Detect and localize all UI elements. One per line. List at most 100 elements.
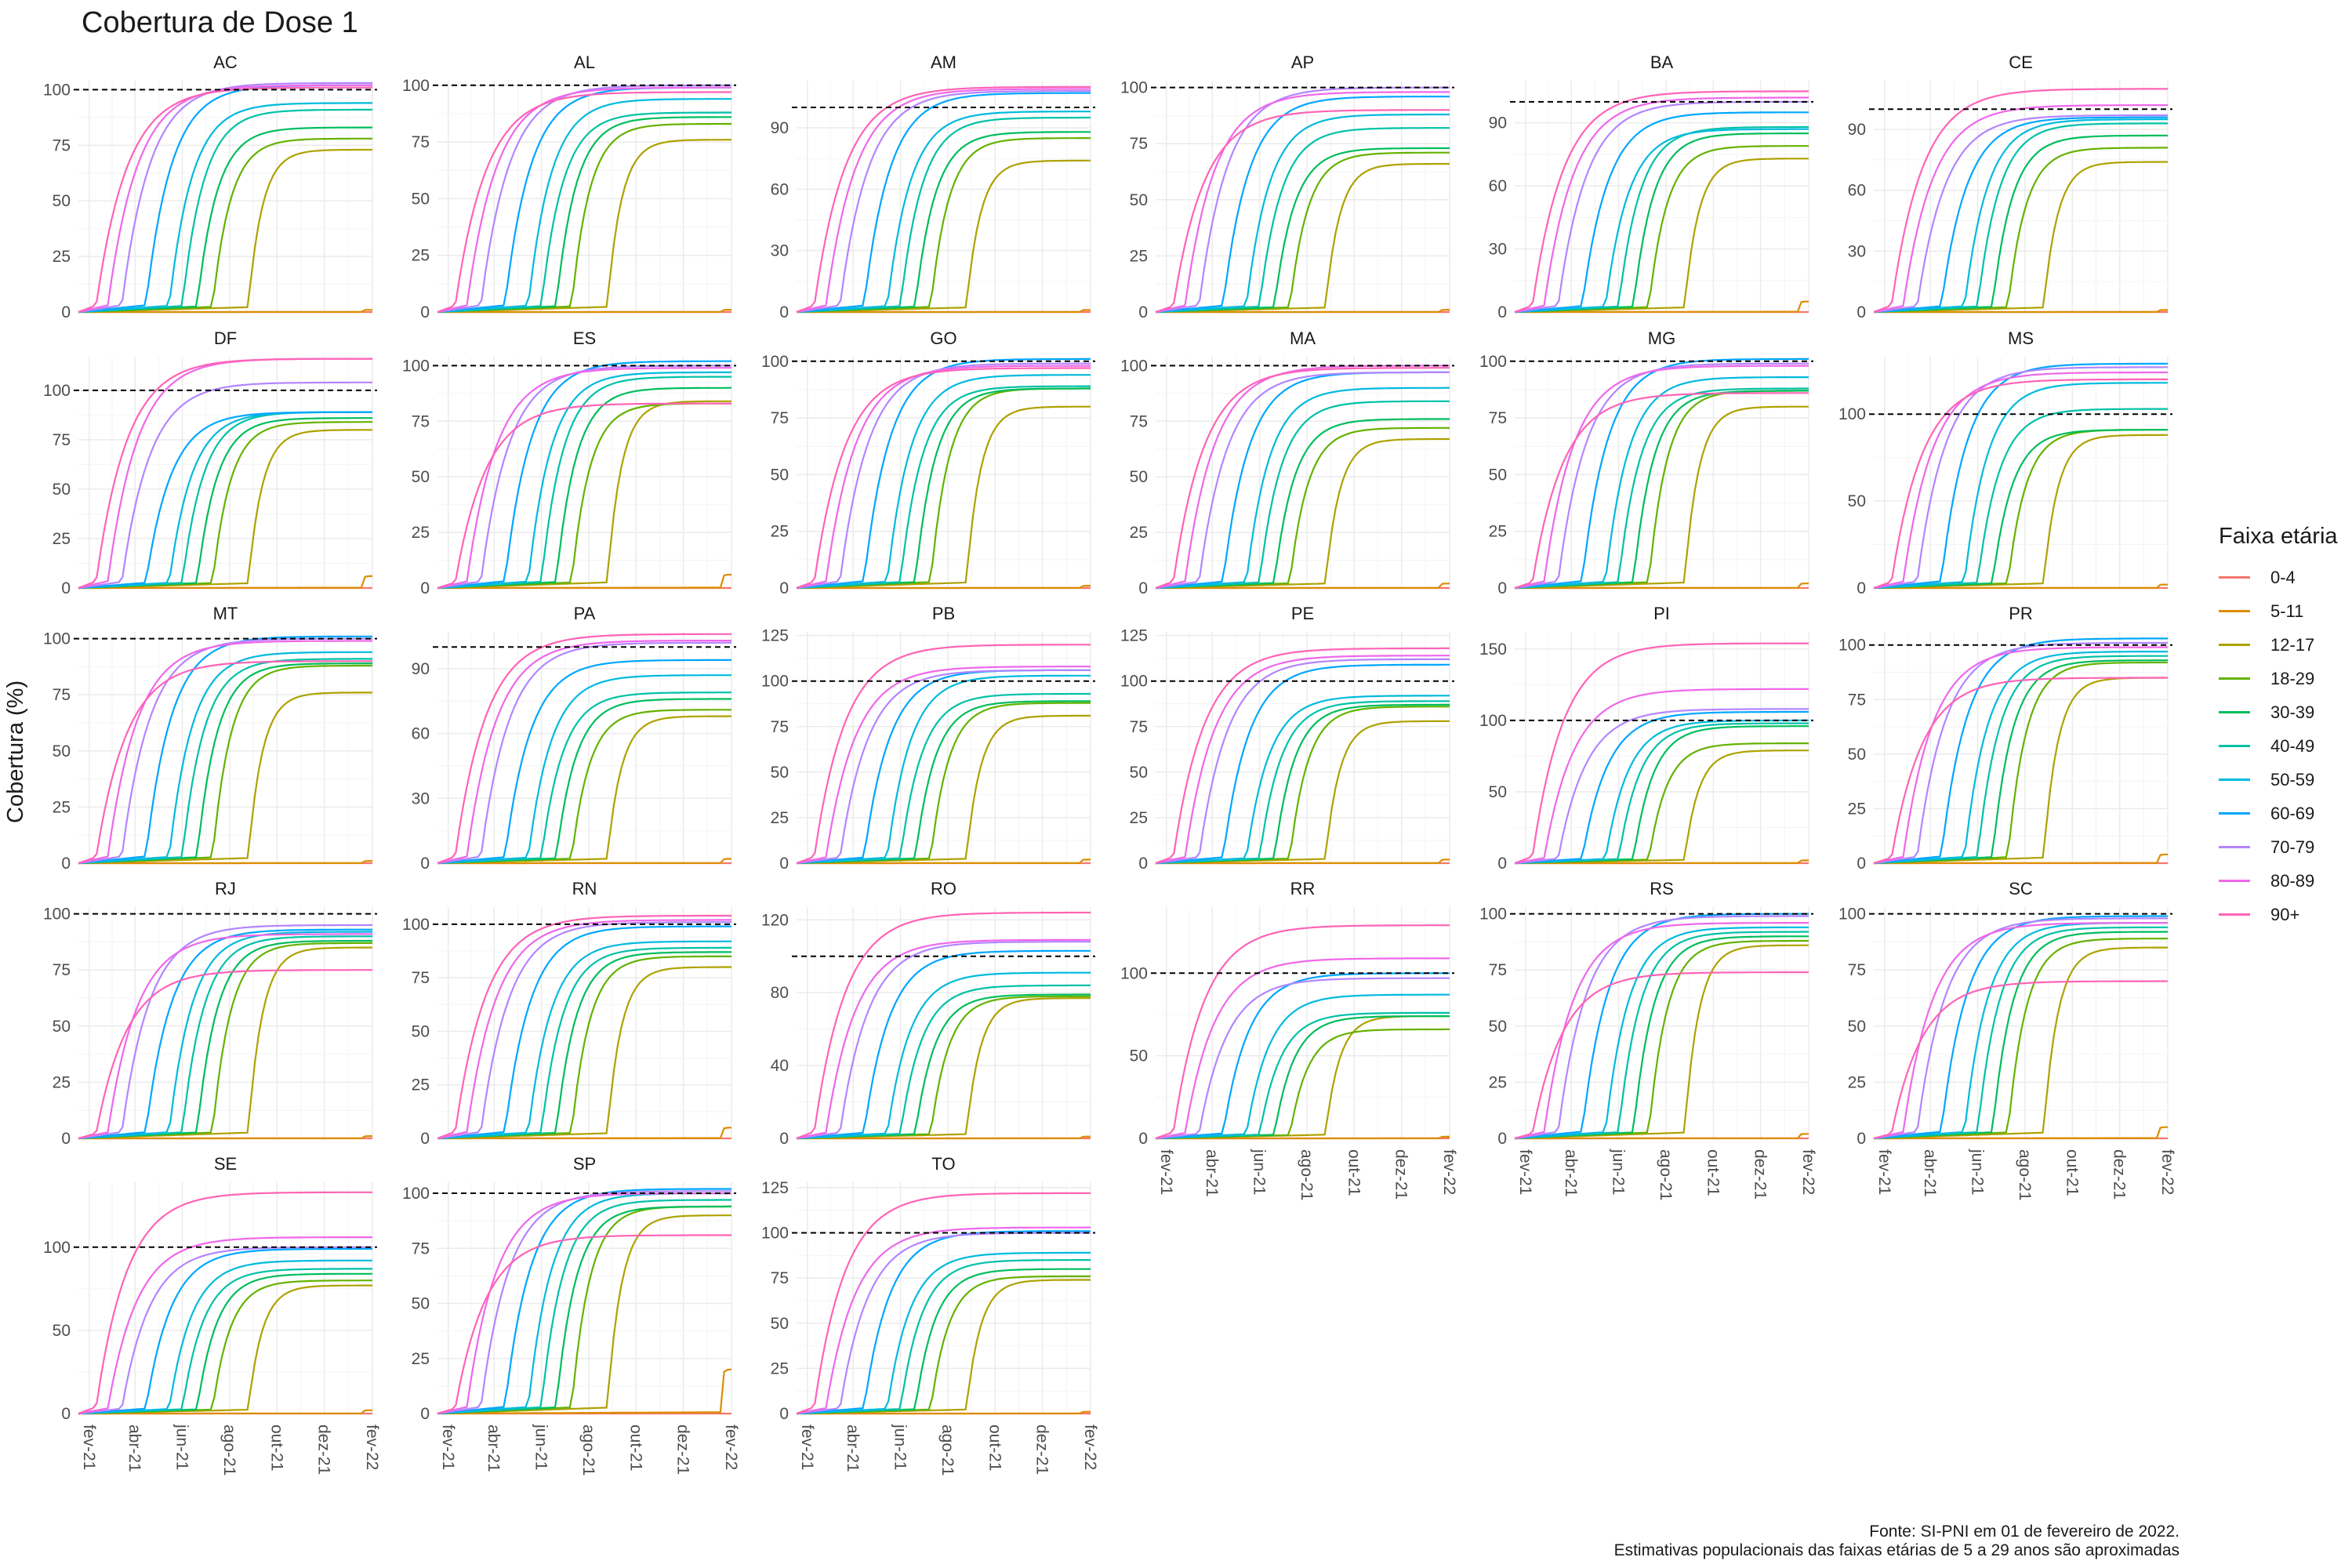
panel-title: AL	[574, 53, 595, 72]
legend-swatch	[2219, 913, 2250, 916]
panel-area	[797, 1182, 1091, 1414]
legend-swatch	[2219, 779, 2250, 781]
series-line-70-79	[796, 669, 1091, 865]
legend-swatch	[2219, 610, 2250, 612]
y-tick-label: 0	[420, 1405, 430, 1423]
series-line-60-69	[437, 925, 731, 1140]
series-line-5-11	[78, 575, 372, 590]
y-tick-label: 50	[1848, 746, 1866, 764]
panel-area	[1156, 357, 1450, 588]
series-line-80-89	[1873, 646, 2168, 865]
panel-pb: 0 25 50 75 100 125 PB	[761, 604, 1095, 873]
series-line-5-11	[1874, 309, 2168, 314]
series-line-5-11	[78, 1409, 372, 1415]
y-tick-label: 100	[1120, 79, 1148, 97]
series-line-60-69	[1155, 95, 1450, 314]
x-tick-label: jun-21	[1610, 1149, 1628, 1195]
legend-item-5-11: 5-11	[2219, 594, 2338, 628]
y-tick-label: 75	[53, 961, 71, 979]
series-line-5-11	[1874, 583, 2168, 590]
y-tick-label: 50	[1489, 783, 1507, 801]
series-line-80-89	[78, 933, 372, 1140]
x-tick-label: jun-21	[1969, 1149, 1987, 1195]
y-tick-label: 25	[1130, 809, 1148, 827]
panel-rn: 0 25 50 75 100 RN	[402, 879, 736, 1148]
series-line-5-11	[797, 584, 1091, 590]
legend-item-70-79: 70-79	[2219, 830, 2338, 864]
y-tick-label: 60	[1848, 182, 1866, 200]
x-tick-label: out-21	[267, 1425, 285, 1472]
series-line-50-59	[1155, 113, 1450, 314]
series-line-80-89	[1514, 365, 1809, 590]
y-tick-label: 50	[53, 481, 71, 499]
legend-swatch	[2219, 812, 2250, 815]
legend-label: 0-4	[2270, 567, 2296, 587]
series-line-60-69	[1514, 111, 1809, 314]
series-line-50-59	[78, 1259, 372, 1415]
y-tick-label: 0	[420, 1130, 430, 1148]
y-tick-label: 100	[761, 1225, 789, 1243]
y-tick-label: 100	[43, 1239, 71, 1257]
legend: Faixa etária 0-4 5-11 12-17 18-29 30-39 40-49…	[2219, 524, 2338, 931]
y-tick-label: 75	[412, 969, 430, 987]
panel-title: AM	[931, 53, 956, 72]
y-tick-label: 50	[53, 1018, 71, 1036]
legend-label: 12-17	[2270, 634, 2315, 655]
x-tick-label: fev-21	[1875, 1149, 1893, 1195]
series-line-90+	[1873, 677, 2168, 865]
panel-se: 0 50 100 SE fev-21 abr-21 jun-21 ago-21 out-21 de…	[43, 1154, 381, 1475]
y-tick-label: 90	[412, 660, 430, 678]
panel-title: PA	[574, 604, 596, 623]
series-line-70-79	[1514, 362, 1809, 590]
series-line-90+	[78, 1191, 372, 1415]
series-line-90+	[78, 86, 372, 314]
panel-title: TO	[931, 1154, 955, 1174]
y-tick-label: 50	[412, 468, 430, 486]
y-tick-label: 50	[412, 190, 430, 208]
series-line-90+	[437, 1234, 731, 1415]
series-line-90+	[796, 1192, 1091, 1415]
panel-area	[1874, 357, 2168, 588]
legend-swatch	[2219, 846, 2250, 848]
y-tick-label: 75	[1848, 691, 1866, 709]
series-line-60-69	[1155, 663, 1450, 865]
series-line-70-79	[796, 362, 1091, 590]
y-tick-label: 125	[761, 627, 789, 645]
series-line-60-69	[1873, 915, 2168, 1140]
series-line-90+	[1155, 924, 1450, 1140]
series-line-50-59	[78, 651, 372, 865]
y-tick-label: 25	[412, 524, 430, 542]
y-tick-label: 0	[420, 579, 430, 597]
y-tick-label: 100	[1838, 906, 1866, 924]
panel-title: PI	[1653, 604, 1670, 623]
x-tick-label: ago-21	[1298, 1149, 1316, 1200]
series-line-5-11	[437, 1127, 732, 1140]
series-line-90+	[1514, 90, 1809, 314]
series-line-80-89	[796, 666, 1091, 865]
series-line-90+	[1155, 367, 1450, 590]
y-tick-label: 75	[1130, 412, 1148, 430]
y-tick-label: 50	[1130, 764, 1148, 782]
caption-note: Estimativas populacionais das faixas etá…	[1613, 1541, 2180, 1559]
panel-title: ES	[573, 328, 596, 348]
series-line-5-11	[437, 573, 731, 590]
y-tick-label: 0	[61, 1130, 71, 1148]
x-tick-label: dez-21	[674, 1425, 692, 1475]
y-tick-label: 75	[412, 412, 430, 430]
series-line-80-89	[1873, 921, 2168, 1140]
panel-title: BA	[1650, 53, 1674, 72]
y-tick-label: 50	[1130, 191, 1148, 209]
x-tick-label: ago-21	[938, 1425, 956, 1475]
y-tick-label: 50	[1848, 492, 1866, 510]
y-tick-label: 25	[53, 798, 71, 816]
legend-label: 18-29	[2270, 668, 2315, 688]
x-tick-label: abr-21	[485, 1425, 503, 1472]
panel-am: 0 30 60 90 AM	[771, 53, 1095, 321]
series-line-5-11	[78, 309, 372, 314]
x-tick-label: dez-21	[2111, 1149, 2129, 1200]
y-tick-label: 75	[412, 1240, 430, 1258]
legend-label: 80-89	[2270, 870, 2315, 891]
series-line-5-11	[1515, 583, 1809, 590]
x-tick-label: jun-21	[532, 1424, 550, 1470]
